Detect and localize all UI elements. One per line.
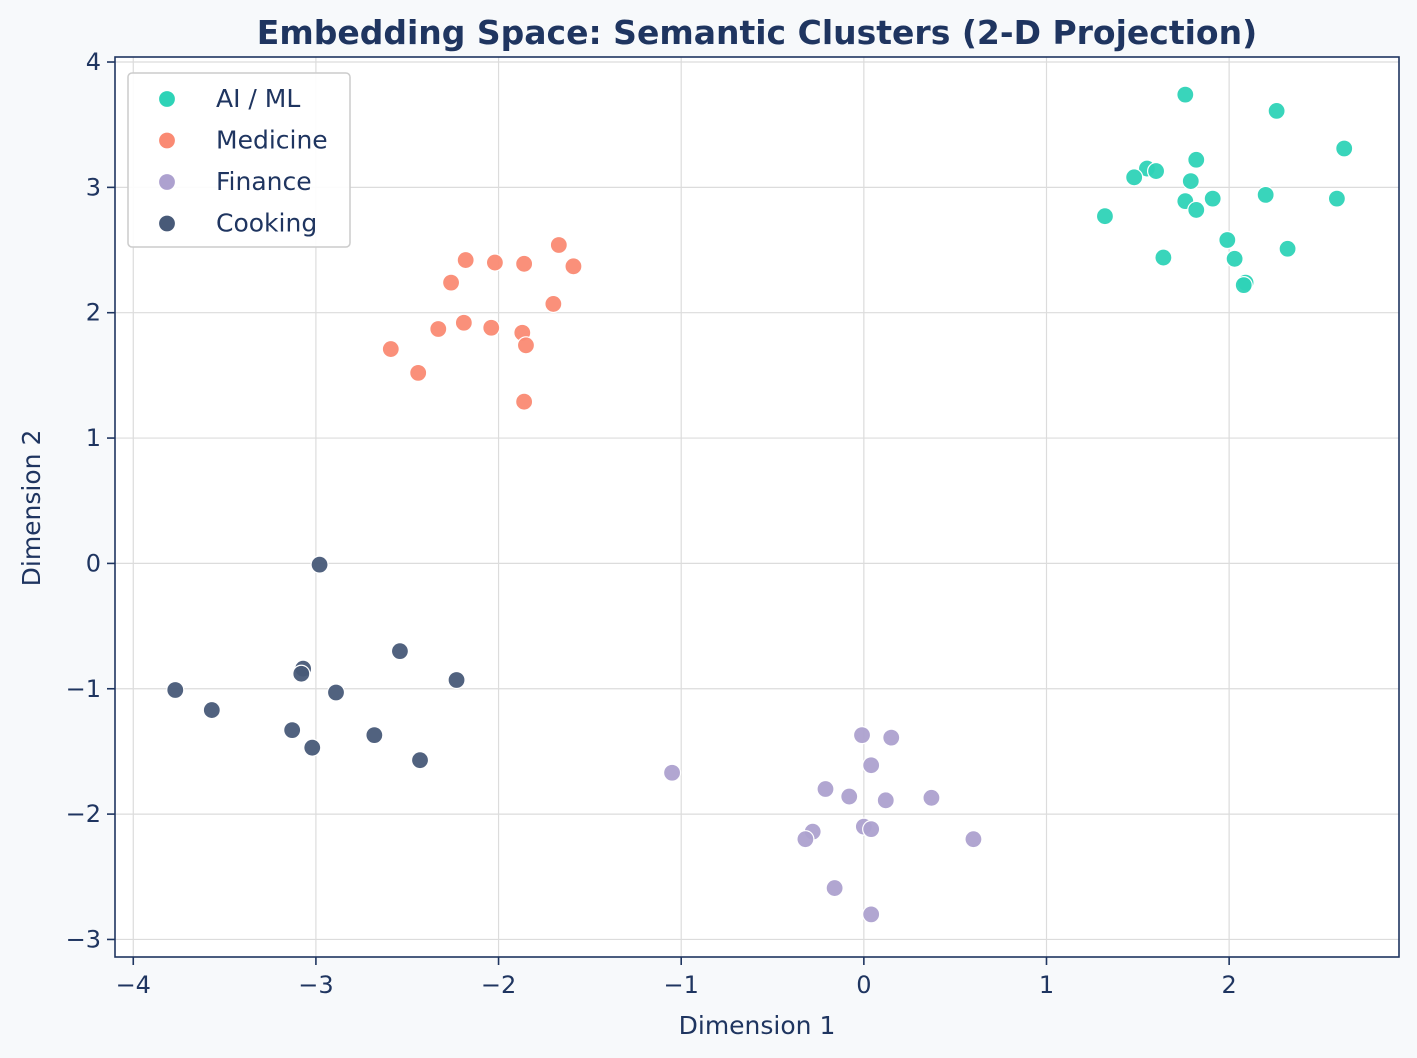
y-tick-label: 4: [86, 48, 101, 76]
data-point-finance: [825, 878, 844, 898]
series-finance: [662, 726, 983, 924]
series-cooking: [166, 555, 466, 770]
data-point-medicine: [429, 319, 448, 339]
legend-item-ai-ml: AI / ML: [157, 84, 300, 113]
data-point-ai-ml: [1095, 207, 1115, 226]
data-point-finance: [840, 787, 859, 806]
data-point-ai-ml: [1125, 168, 1144, 187]
data-point-finance: [662, 763, 682, 782]
data-point-ai-ml: [1267, 101, 1286, 120]
data-point-cooking: [310, 555, 329, 574]
data-points: [166, 85, 1354, 924]
data-point-ai-ml: [1278, 239, 1297, 258]
data-point-medicine: [564, 257, 583, 276]
data-point-medicine: [515, 392, 534, 411]
data-point-ai-ml: [1327, 189, 1347, 208]
x-tick-label: −4: [116, 971, 151, 999]
legend-item-medicine: Medicine: [157, 126, 328, 155]
data-point-medicine: [515, 254, 534, 273]
legend-marker: [157, 214, 177, 233]
series-ai-ml: [1095, 85, 1354, 295]
data-point-finance: [922, 788, 941, 807]
data-point-medicine: [456, 250, 475, 270]
data-point-medicine: [409, 363, 428, 382]
y-tick-label: 0: [86, 549, 101, 577]
data-point-cooking: [166, 680, 185, 700]
data-point-ai-ml: [1203, 189, 1222, 208]
x-tick-label: 0: [856, 971, 871, 999]
y-tick-label: 2: [86, 299, 101, 327]
data-point-cooking: [292, 664, 311, 683]
data-point-medicine: [544, 294, 563, 314]
legend-marker: [157, 89, 177, 109]
legend: AI / ML Medicine Finance Cooking: [127, 72, 351, 248]
data-point-finance: [862, 905, 881, 924]
data-point-finance: [862, 756, 881, 775]
legend-box: [127, 72, 351, 248]
data-point-medicine: [485, 253, 505, 272]
data-point-medicine: [441, 273, 461, 292]
data-point-cooking: [326, 683, 346, 702]
data-point-finance: [816, 779, 835, 799]
data-point-cooking: [283, 721, 302, 740]
plot-frame: [114, 56, 1400, 958]
data-point-ai-ml: [1256, 185, 1275, 204]
data-point-finance: [964, 830, 983, 849]
y-tick-label: −3: [66, 925, 101, 953]
data-point-medicine: [454, 313, 473, 332]
data-point-ai-ml: [1225, 249, 1244, 268]
legend-label: Finance: [216, 167, 312, 196]
x-axis-ticks: −4 −3 −2 −1 0 1 2: [116, 957, 1237, 999]
data-point-finance: [796, 830, 815, 849]
data-point-cooking: [303, 738, 322, 757]
data-point-medicine: [482, 318, 501, 337]
data-point-ai-ml: [1154, 248, 1173, 267]
legend-marker: [157, 131, 177, 150]
data-point-ai-ml: [1181, 171, 1200, 191]
data-point-cooking: [410, 751, 430, 770]
x-tick-label: −3: [298, 971, 333, 999]
data-point-finance: [852, 726, 872, 745]
legend-label: AI / ML: [216, 84, 300, 113]
legend-label: Cooking: [216, 209, 317, 238]
data-point-cooking: [390, 642, 410, 661]
y-tick-label: −1: [66, 675, 101, 703]
x-tick-label: −1: [664, 971, 699, 999]
data-point-ai-ml: [1187, 150, 1206, 169]
series-medicine: [381, 235, 583, 411]
y-axis-label: Dimension 2: [17, 430, 46, 587]
data-point-finance: [862, 820, 881, 839]
chart-title: Embedding Space: Semantic Clusters (2-D …: [257, 13, 1257, 52]
x-tick-label: 1: [1039, 971, 1054, 999]
data-point-finance: [882, 728, 901, 747]
data-point-ai-ml: [1218, 230, 1237, 250]
legend-items: AI / ML Medicine Finance Cooking: [157, 84, 328, 238]
y-tick-label: 1: [86, 424, 101, 452]
data-point-ai-ml: [1187, 200, 1206, 220]
data-point-medicine: [381, 339, 400, 359]
grid-lines: [115, 57, 1399, 957]
x-tick-label: 2: [1221, 971, 1236, 999]
data-point-ai-ml: [1234, 276, 1253, 295]
y-tick-label: 3: [86, 173, 101, 201]
legend-item-finance: Finance: [157, 167, 312, 196]
legend-item-cooking: Cooking: [157, 209, 317, 238]
data-point-finance: [876, 791, 895, 810]
data-point-ai-ml: [1335, 139, 1354, 158]
legend-label: Medicine: [216, 126, 328, 155]
data-point-cooking: [365, 726, 384, 745]
data-point-cooking: [447, 670, 466, 690]
data-point-medicine: [549, 235, 568, 255]
data-point-ai-ml: [1146, 161, 1166, 181]
data-point-ai-ml: [1176, 85, 1195, 104]
y-tick-label: −2: [66, 800, 101, 828]
y-axis-ticks: −3 −2 −1 0 1 2 3 4: [66, 48, 115, 953]
x-tick-label: −2: [481, 971, 516, 999]
x-axis-label: Dimension 1: [679, 1011, 836, 1040]
legend-marker: [157, 172, 177, 192]
data-point-cooking: [202, 700, 221, 720]
data-point-medicine: [516, 336, 536, 355]
